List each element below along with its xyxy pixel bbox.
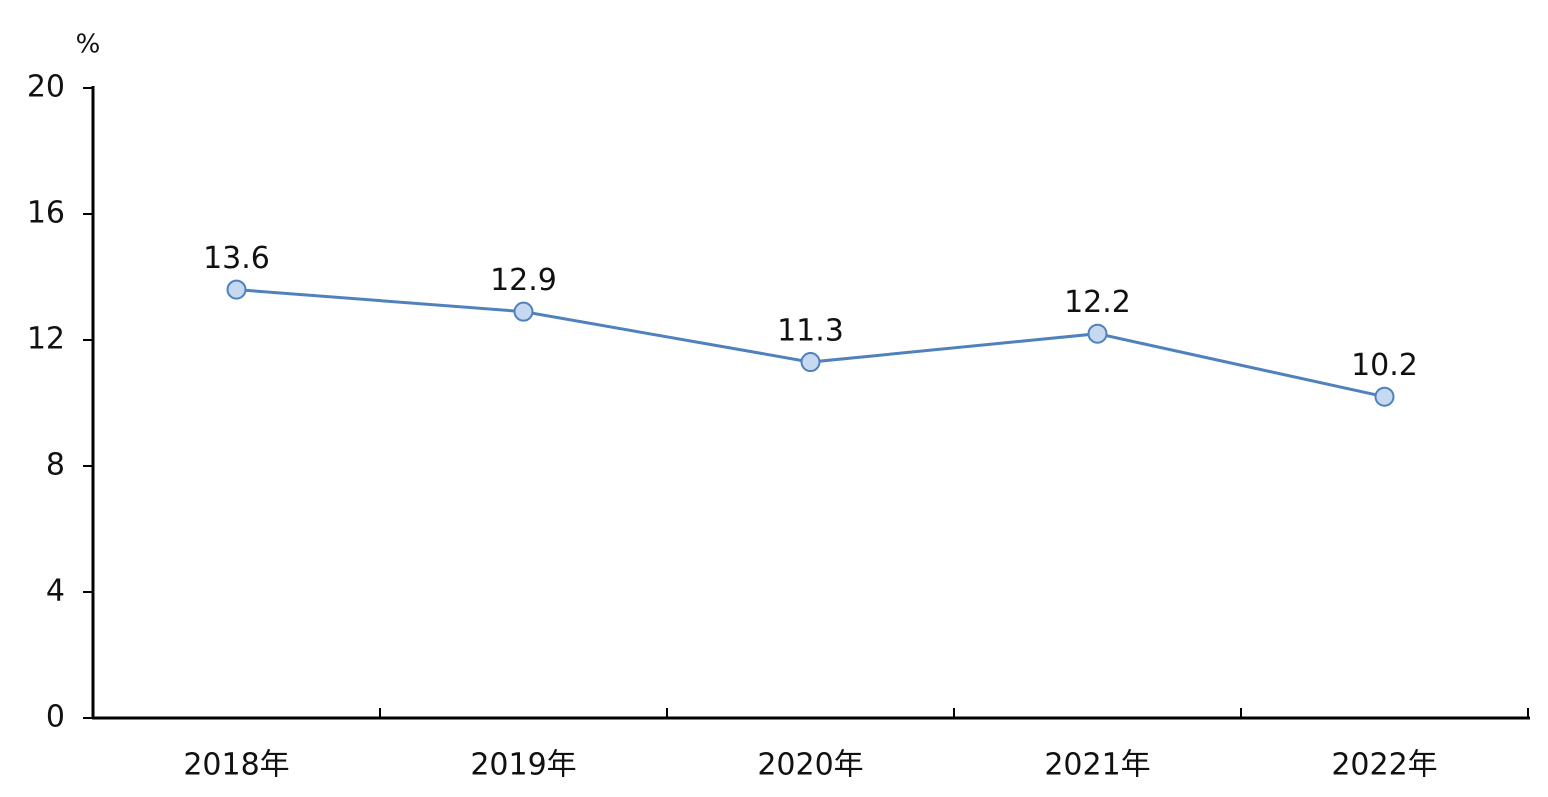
y-tick-label: 0: [46, 700, 65, 735]
marker: [1087, 323, 1108, 344]
data-label: 10.2: [1351, 348, 1418, 383]
x-tick-label: 2019年: [470, 748, 576, 783]
data-label: 11.3: [777, 314, 844, 349]
y-tick-label: 16: [27, 196, 65, 231]
y-tick-label: 12: [27, 322, 65, 357]
marker: [226, 279, 247, 300]
y-axis-title: %: [76, 30, 101, 60]
data-label: 12.2: [1064, 285, 1131, 320]
x-tick-label: 2018年: [183, 748, 289, 783]
x-tick-label: 2022年: [1331, 748, 1437, 783]
marker: [1374, 386, 1395, 407]
data-label: 13.6: [203, 241, 270, 276]
data-label: 12.9: [490, 263, 557, 298]
x-tick-label: 2021年: [1044, 748, 1150, 783]
marker: [513, 301, 534, 322]
y-tick-label: 4: [46, 574, 65, 609]
x-tick-label: 2020年: [757, 748, 863, 783]
y-tick-label: 20: [27, 70, 65, 105]
marker: [800, 352, 821, 373]
y-tick-label: 8: [46, 448, 65, 483]
